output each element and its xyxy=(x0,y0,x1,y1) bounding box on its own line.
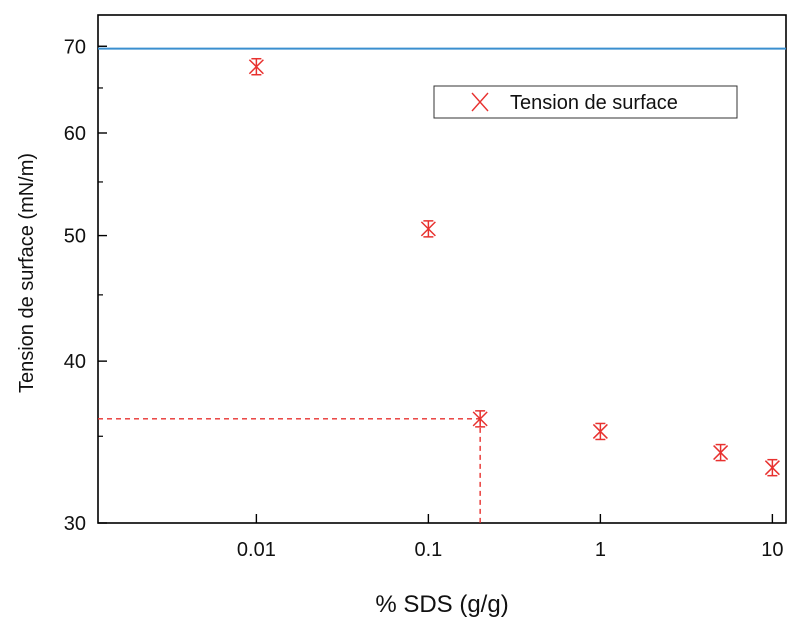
x-tick-label: 10 xyxy=(761,539,783,561)
y-axis-title: Tension de surface (mN/m) xyxy=(16,153,38,393)
y-tick-label: 50 xyxy=(64,226,86,248)
y-tick-label: 30 xyxy=(64,513,86,535)
x-axis-title: % SDS (g/g) xyxy=(375,591,508,618)
legend-label: Tension de surface xyxy=(510,92,678,114)
x-tick-label: 0.1 xyxy=(414,539,442,561)
legend: Tension de surface xyxy=(434,86,737,118)
y-tick-label: 70 xyxy=(64,36,86,58)
y-tick-label: 60 xyxy=(64,123,86,145)
x-tick-label: 0.01 xyxy=(237,539,276,561)
x-tick-label: 1 xyxy=(595,539,606,561)
y-tick-label: 40 xyxy=(64,351,86,373)
